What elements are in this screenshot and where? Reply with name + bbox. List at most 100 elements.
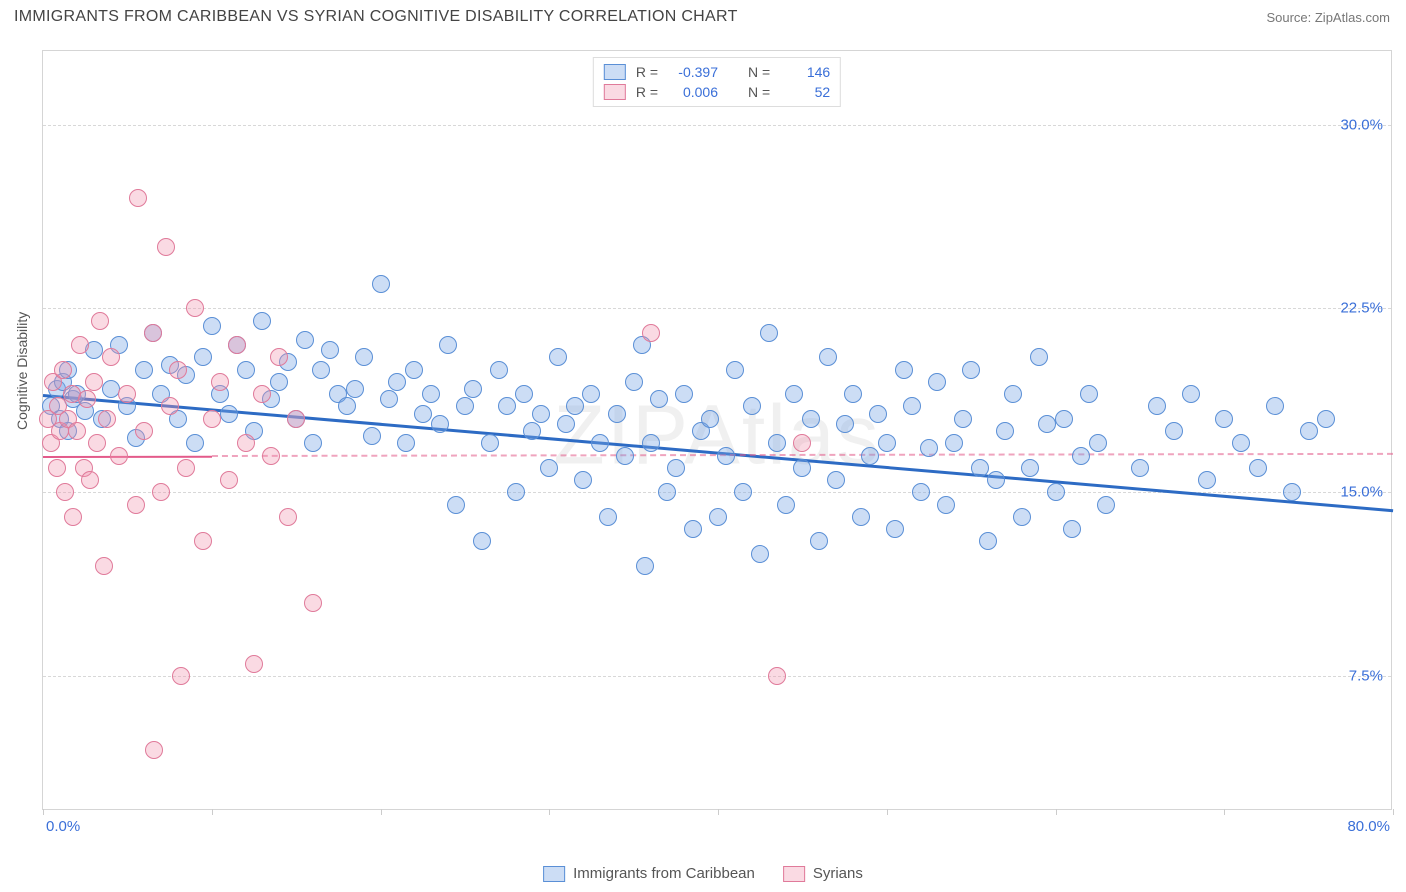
data-point-syrians — [71, 336, 89, 354]
data-point-caribbean — [388, 373, 406, 391]
data-point-syrians — [157, 238, 175, 256]
data-point-caribbean — [1097, 496, 1115, 514]
data-point-syrians — [169, 361, 187, 379]
data-point-syrians — [793, 434, 811, 452]
data-point-caribbean — [566, 397, 584, 415]
data-point-caribbean — [363, 427, 381, 445]
data-point-syrians — [54, 361, 72, 379]
data-point-caribbean — [844, 385, 862, 403]
data-point-caribbean — [473, 532, 491, 550]
data-point-caribbean — [726, 361, 744, 379]
data-point-caribbean — [903, 397, 921, 415]
y-tick-label: 7.5% — [1349, 668, 1383, 685]
data-point-caribbean — [1165, 422, 1183, 440]
data-point-caribbean — [717, 447, 735, 465]
y-tick-label: 30.0% — [1340, 116, 1383, 133]
data-point-syrians — [287, 410, 305, 428]
x-tick — [549, 809, 550, 815]
legend-swatch-syrians — [783, 866, 805, 882]
data-point-syrians — [237, 434, 255, 452]
data-point-caribbean — [667, 459, 685, 477]
data-point-caribbean — [625, 373, 643, 391]
data-point-caribbean — [507, 483, 525, 501]
data-point-caribbean — [608, 405, 626, 423]
data-point-caribbean — [743, 397, 761, 415]
r-value-syrians: 0.006 — [668, 84, 718, 100]
data-point-caribbean — [135, 361, 153, 379]
data-point-caribbean — [1317, 410, 1335, 428]
stats-row-caribbean: R =-0.397N =146 — [604, 62, 830, 82]
data-point-caribbean — [701, 410, 719, 428]
data-point-caribbean — [490, 361, 508, 379]
data-point-caribbean — [869, 405, 887, 423]
data-point-caribbean — [397, 434, 415, 452]
data-point-syrians — [102, 348, 120, 366]
data-point-caribbean — [895, 361, 913, 379]
gridline — [43, 125, 1391, 126]
gridline — [43, 676, 1391, 677]
stats-legend: R =-0.397N =146R =0.006N =52 — [593, 57, 841, 107]
data-point-syrians — [85, 373, 103, 391]
data-point-caribbean — [515, 385, 533, 403]
n-label: N = — [748, 84, 770, 100]
n-value-caribbean: 146 — [780, 64, 830, 80]
data-point-syrians — [98, 410, 116, 428]
x-tick — [1224, 809, 1225, 815]
data-point-syrians — [172, 667, 190, 685]
data-point-syrians — [768, 667, 786, 685]
data-point-caribbean — [928, 373, 946, 391]
data-point-caribbean — [1055, 410, 1073, 428]
data-point-caribbean — [819, 348, 837, 366]
data-point-syrians — [186, 299, 204, 317]
data-point-caribbean — [523, 422, 541, 440]
x-tick — [1393, 809, 1394, 815]
gridline — [43, 308, 1391, 309]
data-point-syrians — [127, 496, 145, 514]
data-point-syrians — [228, 336, 246, 354]
data-point-caribbean — [886, 520, 904, 538]
data-point-caribbean — [431, 415, 449, 433]
y-tick-label: 15.0% — [1340, 484, 1383, 501]
data-point-caribbean — [498, 397, 516, 415]
data-point-syrians — [161, 397, 179, 415]
data-point-caribbean — [636, 557, 654, 575]
data-point-syrians — [194, 532, 212, 550]
data-point-caribbean — [1089, 434, 1107, 452]
data-point-caribbean — [405, 361, 423, 379]
data-point-syrians — [64, 508, 82, 526]
data-point-caribbean — [650, 390, 668, 408]
data-point-caribbean — [709, 508, 727, 526]
data-point-caribbean — [549, 348, 567, 366]
data-point-syrians — [110, 447, 128, 465]
data-point-syrians — [152, 483, 170, 501]
data-point-caribbean — [194, 348, 212, 366]
source-attribution: Source: ZipAtlas.com — [1266, 10, 1390, 25]
data-point-syrians — [211, 373, 229, 391]
data-point-caribbean — [1080, 385, 1098, 403]
data-point-caribbean — [599, 508, 617, 526]
x-tick — [887, 809, 888, 815]
series-legend: Immigrants from CaribbeanSyrians — [543, 865, 863, 882]
data-point-caribbean — [658, 483, 676, 501]
data-point-caribbean — [439, 336, 457, 354]
data-point-caribbean — [802, 410, 820, 428]
chart-area: ZIPAtlas R =-0.397N =146R =0.006N =52 7.… — [42, 50, 1392, 810]
data-point-caribbean — [751, 545, 769, 563]
data-point-caribbean — [996, 422, 1014, 440]
data-point-caribbean — [962, 361, 980, 379]
stats-row-syrians: R =0.006N =52 — [604, 82, 830, 102]
r-label: R = — [636, 64, 658, 80]
data-point-caribbean — [380, 390, 398, 408]
data-point-caribbean — [675, 385, 693, 403]
legend-swatch-caribbean — [543, 866, 565, 882]
data-point-syrians — [78, 390, 96, 408]
data-point-syrians — [129, 189, 147, 207]
data-point-syrians — [56, 483, 74, 501]
swatch-caribbean — [604, 64, 626, 80]
data-point-caribbean — [785, 385, 803, 403]
x-tick — [212, 809, 213, 815]
data-point-caribbean — [296, 331, 314, 349]
data-point-caribbean — [878, 434, 896, 452]
legend-item-syrians: Syrians — [783, 865, 863, 882]
data-point-caribbean — [220, 405, 238, 423]
